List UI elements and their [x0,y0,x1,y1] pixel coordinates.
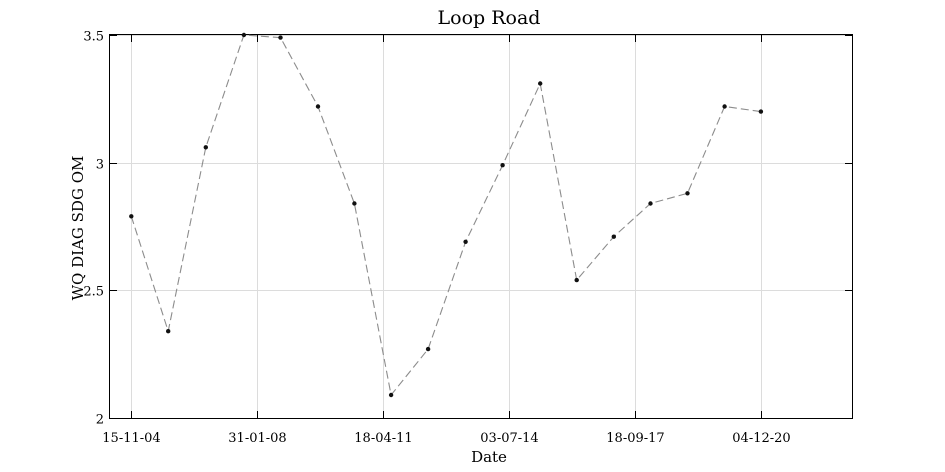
grid-lines [110,35,852,419]
data-point [685,191,690,196]
data-point [611,234,616,239]
axis-ticks [110,35,852,419]
data-point [129,214,134,219]
y-tick-label: 3.5 [83,30,104,45]
y-tick-labels: 2 2.5 3 3.5 [83,30,104,428]
y-tick-label: 3 [96,158,104,173]
data-point [574,277,579,283]
y-axis-label: WQ DIAG SDG OM [69,156,87,301]
y-tick-label: 2.5 [83,285,104,300]
x-axis-label: Date [471,448,507,466]
data-point [388,392,394,398]
data-point [166,329,171,334]
y-tick-label: 2 [96,413,104,428]
x-tick-labels: 15-11-04 31-01-08 18-04-11 03-07-14 18-09-17… [102,431,790,446]
data-points [129,32,764,398]
data-point [352,201,357,206]
data-point [648,201,653,206]
plot-frame [109,34,853,419]
data-point [722,104,727,109]
data-point [538,81,543,86]
data-point [203,145,208,150]
data-point [500,163,505,168]
data-point [241,32,247,38]
x-tick-label: 31-01-08 [228,431,286,446]
data-point [758,109,764,114]
data-point [315,104,321,109]
x-tick-label: 04-12-20 [732,431,790,446]
x-tick-label: 03-07-14 [480,431,538,446]
chart-title: Loop Road [438,7,541,29]
series-line [130,34,761,397]
x-tick-label: 15-11-04 [102,431,160,446]
x-tick-label: 18-09-17 [606,431,664,446]
x-tick-label: 18-04-11 [354,431,412,446]
data-point [463,239,468,244]
data-point [278,35,283,40]
data-point [425,346,431,352]
